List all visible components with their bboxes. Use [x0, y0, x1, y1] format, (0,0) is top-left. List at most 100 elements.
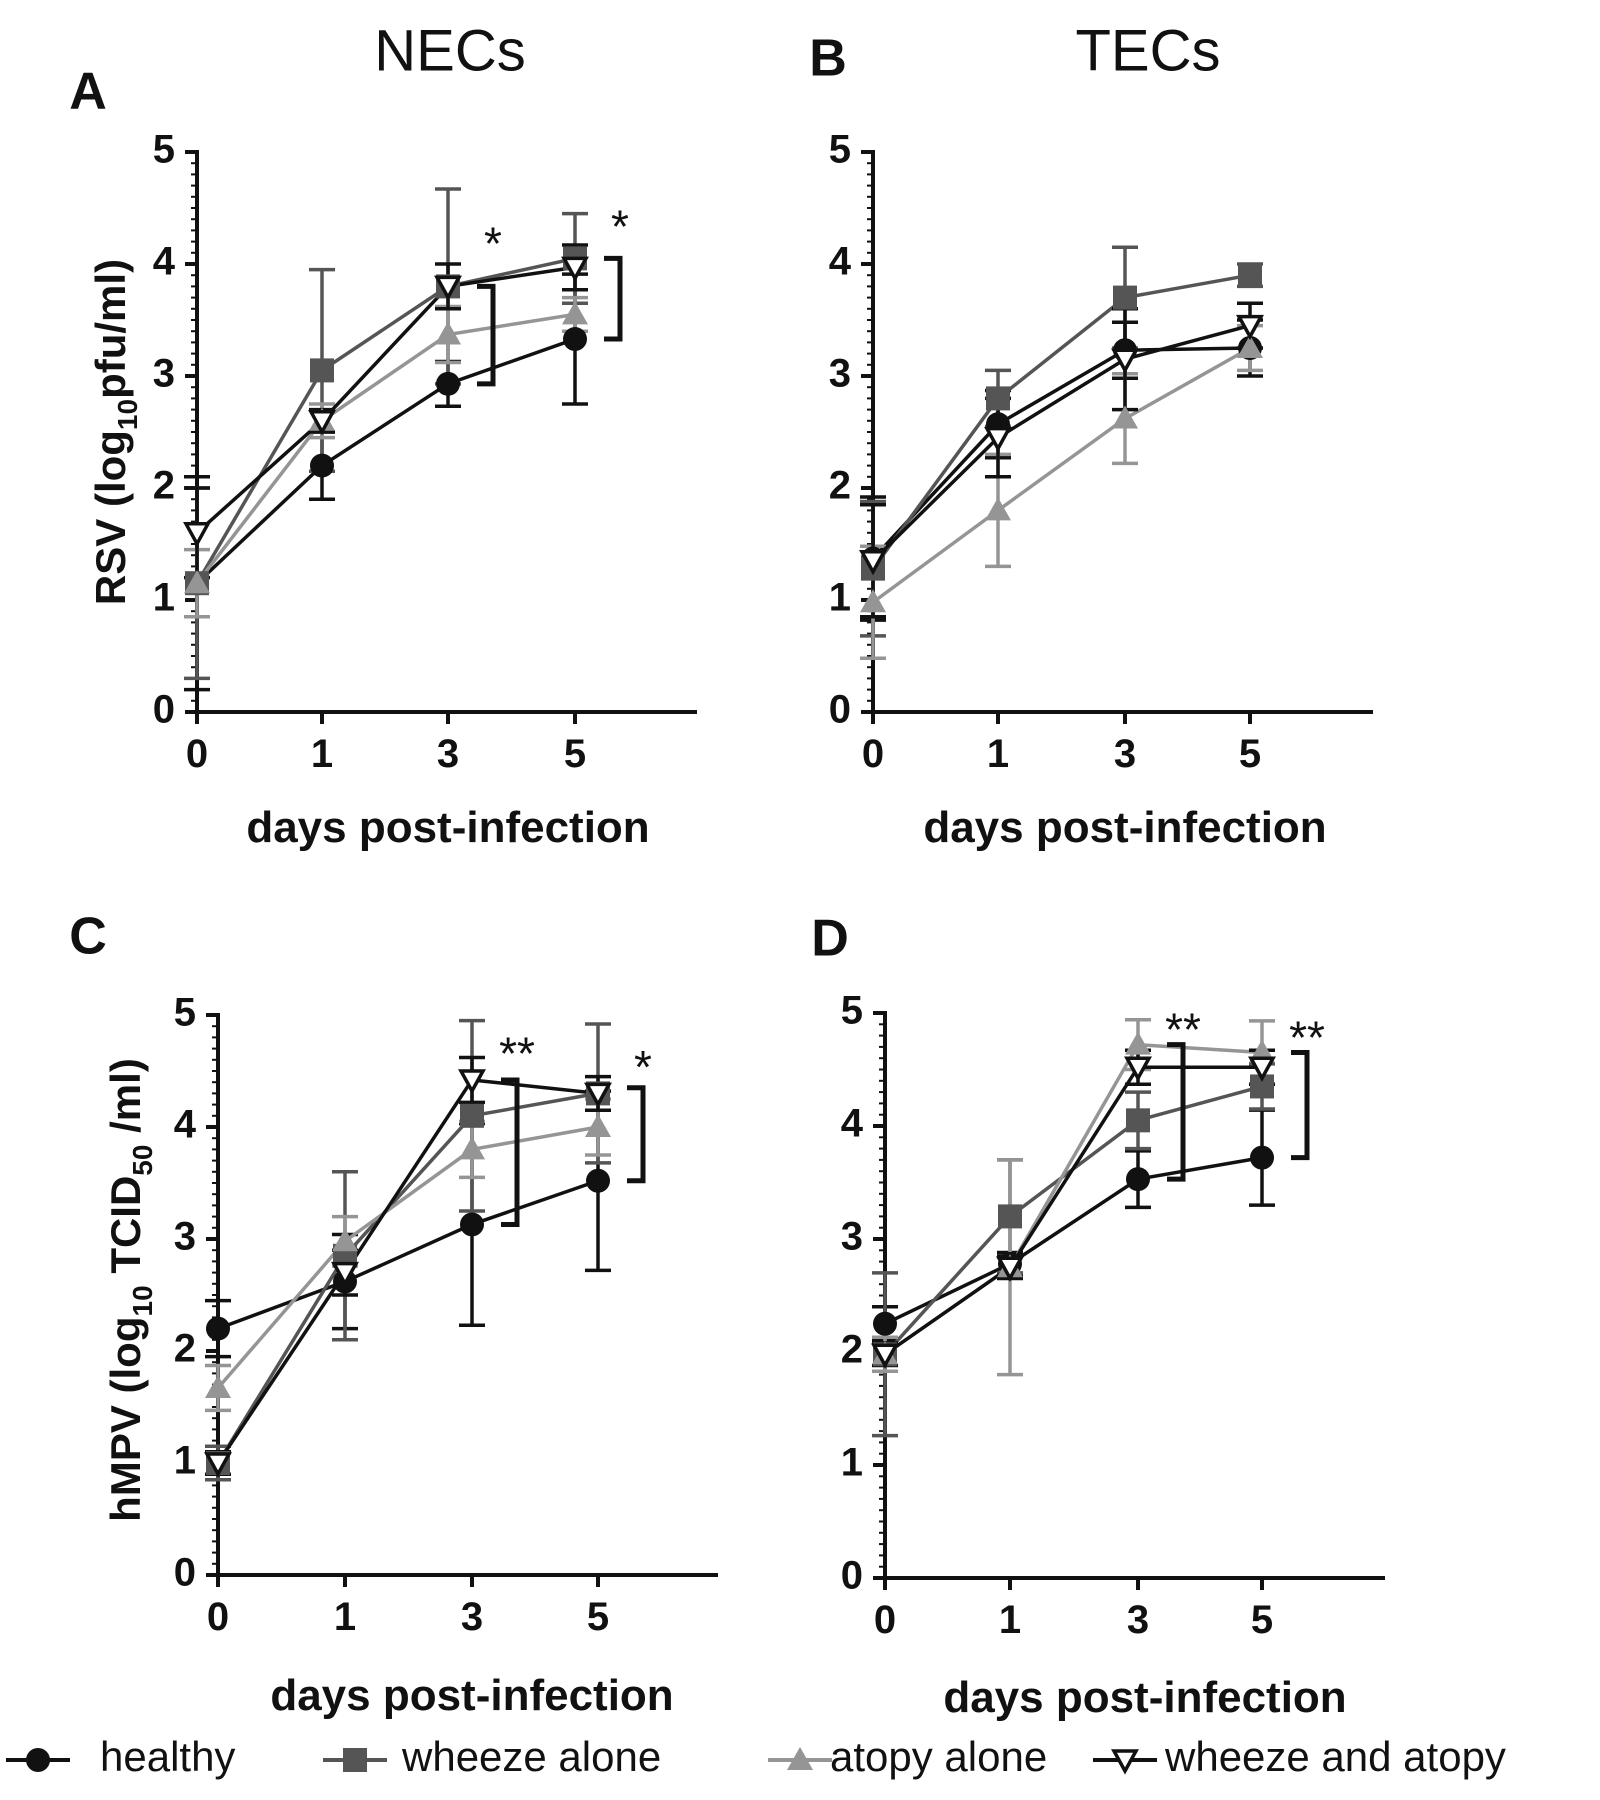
series-wheeze-alone [184, 187, 588, 681]
markers-wheeze-alone [861, 263, 1262, 581]
data-point [310, 358, 334, 383]
y-tick-label: 3 [153, 352, 175, 396]
y-tick-label: 3 [174, 1215, 196, 1259]
series-group [871, 1018, 1276, 1438]
y-tick-label: 1 [841, 1441, 863, 1485]
series-line [871, 346, 1251, 604]
series-wheeze-alone [872, 1062, 1275, 1438]
significance-star: ** [499, 1028, 535, 1080]
data-point [1126, 1167, 1150, 1192]
series-line [871, 273, 1251, 570]
column-title: NECs [374, 18, 525, 83]
x-tick-label: 5 [587, 1595, 609, 1639]
panel-a: A NECs 0 1 2 3 4 5 0 1 3 5 days post-infection RSV (l… [69, 18, 697, 852]
significance-star: * [634, 1041, 652, 1093]
x-tick-label: 3 [461, 1595, 483, 1639]
series-healthy [872, 1108, 1275, 1343]
markers-healthy [873, 1145, 1274, 1336]
y-tick-label: 4 [829, 240, 852, 284]
markers-atopy-alone [205, 1114, 611, 1398]
y-axis-label-part: TCID [102, 1176, 149, 1286]
data-point [985, 497, 1011, 521]
data-point [460, 1212, 484, 1237]
y-tick-label: 0 [841, 1554, 863, 1598]
markers-healthy [185, 327, 587, 596]
y-axis-label-part: pfu/ml) [87, 259, 134, 399]
data-point [184, 570, 210, 594]
data-point [585, 1114, 611, 1137]
data-point [859, 550, 887, 576]
series-line [216, 1091, 599, 1464]
y-tick-label: 5 [153, 128, 175, 172]
legend-marker [787, 1747, 813, 1770]
y-tick-label: 0 [829, 688, 851, 732]
series-line [217, 1179, 599, 1331]
y-axis-label-part: RSV (log [87, 430, 134, 605]
y-axis-label-part: 10 [112, 399, 143, 430]
legend-marker [1111, 1749, 1139, 1775]
markers-wheeze-and-atopy [859, 314, 1264, 576]
data-point [1124, 1056, 1152, 1082]
series-line [195, 256, 576, 585]
series-wheeze-and-atopy [205, 1055, 611, 1476]
data-point [436, 371, 460, 396]
data-point [1113, 285, 1137, 310]
panel-letter: C [69, 908, 107, 966]
legend-label: atopy alone [830, 1733, 1047, 1780]
data-point [458, 1069, 486, 1095]
markers-wheeze-and-atopy [871, 1056, 1276, 1369]
y-tick-label: 5 [841, 989, 863, 1033]
significance-bracket [627, 1085, 646, 1184]
y-axis-label-part: 10 [127, 1285, 158, 1316]
y-tick-label: 4 [841, 1102, 864, 1146]
significance-star: * [484, 217, 502, 269]
data-point [1111, 348, 1139, 374]
y-tick-label: 1 [153, 576, 175, 620]
data-point [1248, 1056, 1276, 1082]
series-line [216, 1125, 599, 1390]
y-tick-label: 0 [174, 1551, 196, 1595]
series-wheeze-alone [860, 245, 1263, 638]
x-tick-label: 0 [186, 732, 208, 776]
data-point [434, 275, 462, 302]
x-tick-label: 5 [564, 732, 586, 776]
x-tick-label: 1 [334, 1595, 356, 1639]
series-wheeze-and-atopy [184, 243, 588, 580]
series-line [884, 1155, 1263, 1326]
x-axis-label: days post-infection [246, 803, 649, 852]
legend-label: wheeze and atopy [1164, 1733, 1506, 1780]
panel-d: D 0 1 2 3 4 5 0 1 3 5 days post-infection ** ** [811, 910, 1385, 1722]
significance-star: ** [1165, 1003, 1201, 1055]
series-line [871, 346, 1251, 560]
significance-bracket [477, 283, 496, 387]
markers-wheeze-and-atopy [204, 1069, 612, 1478]
markers-wheeze-alone [206, 1081, 610, 1475]
legend-label: healthy [100, 1733, 235, 1780]
data-point [860, 589, 886, 613]
series-group [204, 1018, 612, 1482]
y-tick-label: 3 [829, 352, 851, 396]
data-point [1237, 335, 1263, 358]
legend-label: wheeze alone [401, 1733, 661, 1780]
y-tick-label: 3 [841, 1215, 863, 1259]
data-point [308, 410, 336, 436]
x-tick-label: 0 [207, 1595, 229, 1639]
series-healthy [184, 272, 588, 692]
data-point [460, 1103, 484, 1128]
y-tick-label: 2 [174, 1327, 196, 1371]
y-tick-label: 1 [829, 576, 851, 620]
panel-letter: B [809, 30, 847, 88]
series-line [884, 1065, 1262, 1356]
x-tick-label: 3 [1114, 732, 1136, 776]
data-point [584, 1082, 612, 1109]
data-point [459, 1136, 485, 1160]
x-tick-label: 3 [1127, 1598, 1149, 1642]
data-point [1238, 263, 1262, 288]
series-line [195, 337, 576, 585]
series-healthy [860, 318, 1263, 622]
data-point [331, 1261, 359, 1288]
markers-healthy [861, 336, 1262, 571]
legend-item: healthy [6, 1733, 235, 1780]
y-tick-label: 2 [829, 464, 851, 508]
